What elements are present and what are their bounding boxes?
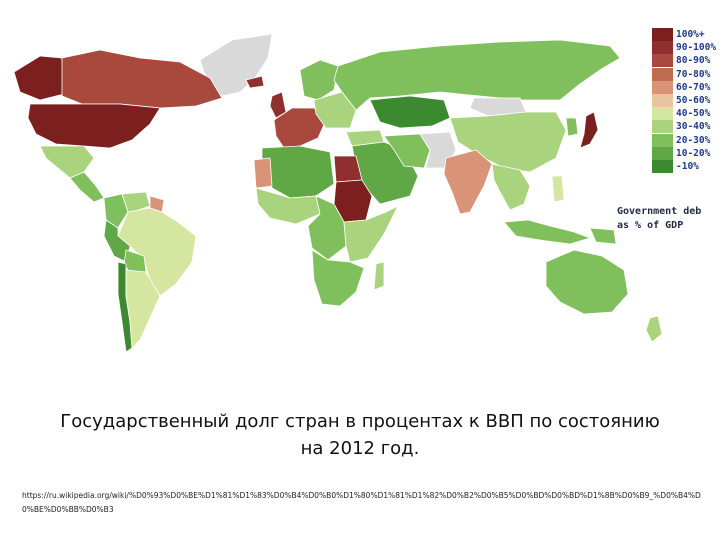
legend-swatch [652, 28, 673, 42]
region-kazakhstan [369, 95, 451, 129]
legend-item: 30-40% [652, 120, 720, 134]
legend-item: 100%+ [652, 28, 720, 42]
map-legend: 100%+ 90-100% 80-90% 70-80% 60-70% 50-60… [652, 28, 720, 173]
region-north-africa-west [261, 145, 335, 199]
region-mexico [39, 145, 95, 179]
legend-title-line2: as % of GDP [617, 220, 684, 231]
legend-label: 20-30% [676, 134, 711, 146]
region-new-zealand [645, 315, 663, 343]
legend-label: 40-50% [676, 108, 711, 120]
region-madagascar [373, 261, 385, 291]
legend-swatch [652, 80, 673, 94]
legend-swatch [652, 54, 673, 68]
legend-swatch [652, 107, 673, 121]
legend-swatch [652, 146, 673, 160]
legend-label: -10% [676, 160, 699, 172]
region-australia [545, 249, 629, 315]
legend-swatch [652, 120, 673, 134]
legend-title-line1: Government deb [617, 206, 702, 217]
caption-line1: Государственный долг стран в процентах к… [60, 411, 660, 432]
legend-item: 90-100% [652, 41, 720, 55]
legend-label: 10-20% [676, 147, 711, 159]
region-west-africa [255, 187, 321, 225]
legend-item: 10-20% [652, 146, 720, 160]
region-western-sahara [253, 157, 273, 189]
legend-item: -10% [652, 159, 720, 173]
region-east-africa [343, 205, 399, 263]
region-iceland [245, 75, 265, 89]
legend-item: 20-30% [652, 133, 720, 147]
legend-item: 50-60% [652, 94, 720, 108]
legend-swatch [652, 133, 673, 147]
region-colombia [103, 193, 129, 229]
legend-title: Government deb as % of GDP [617, 205, 701, 233]
region-japan [579, 111, 599, 149]
region-western-europe [273, 107, 327, 149]
world-map [13, 33, 663, 353]
region-indonesia [503, 219, 592, 245]
region-southern-africa [311, 249, 365, 307]
legend-swatch [652, 41, 673, 55]
region-india [443, 149, 493, 215]
legend-label: 100%+ [676, 29, 705, 41]
legend-label: 90-100% [676, 42, 717, 54]
legend-label: 50-60% [676, 95, 711, 107]
legend-label: 60-70% [676, 81, 711, 93]
region-korea [565, 117, 579, 137]
legend-label: 70-80% [676, 68, 711, 80]
region-canada [61, 49, 223, 109]
region-central-america [69, 171, 105, 203]
legend-label: 80-90% [676, 55, 711, 67]
caption-line2: на 2012 год. [300, 438, 420, 459]
region-alaska [13, 55, 65, 101]
legend-swatch [652, 94, 673, 108]
legend-item: 40-50% [652, 107, 720, 121]
region-scandinavia [299, 59, 339, 101]
region-argentina [125, 269, 161, 349]
region-usa [27, 103, 161, 149]
source-link[interactable]: https://ru.wikipedia.org/wiki/%D0%93%D0%… [22, 491, 701, 514]
legend-swatch [652, 159, 673, 173]
region-venezuela [121, 191, 151, 213]
region-russia [333, 39, 621, 111]
slide-caption: Государственный долг стран в процентах к… [20, 408, 700, 462]
legend-item: 60-70% [652, 80, 720, 94]
region-philippines [551, 175, 565, 203]
region-png [589, 227, 617, 245]
legend-item: 80-90% [652, 54, 720, 68]
legend-item: 70-80% [652, 67, 720, 81]
legend-label: 30-40% [676, 121, 711, 133]
region-southeast-asia [491, 163, 531, 211]
legend-swatch [652, 67, 673, 81]
